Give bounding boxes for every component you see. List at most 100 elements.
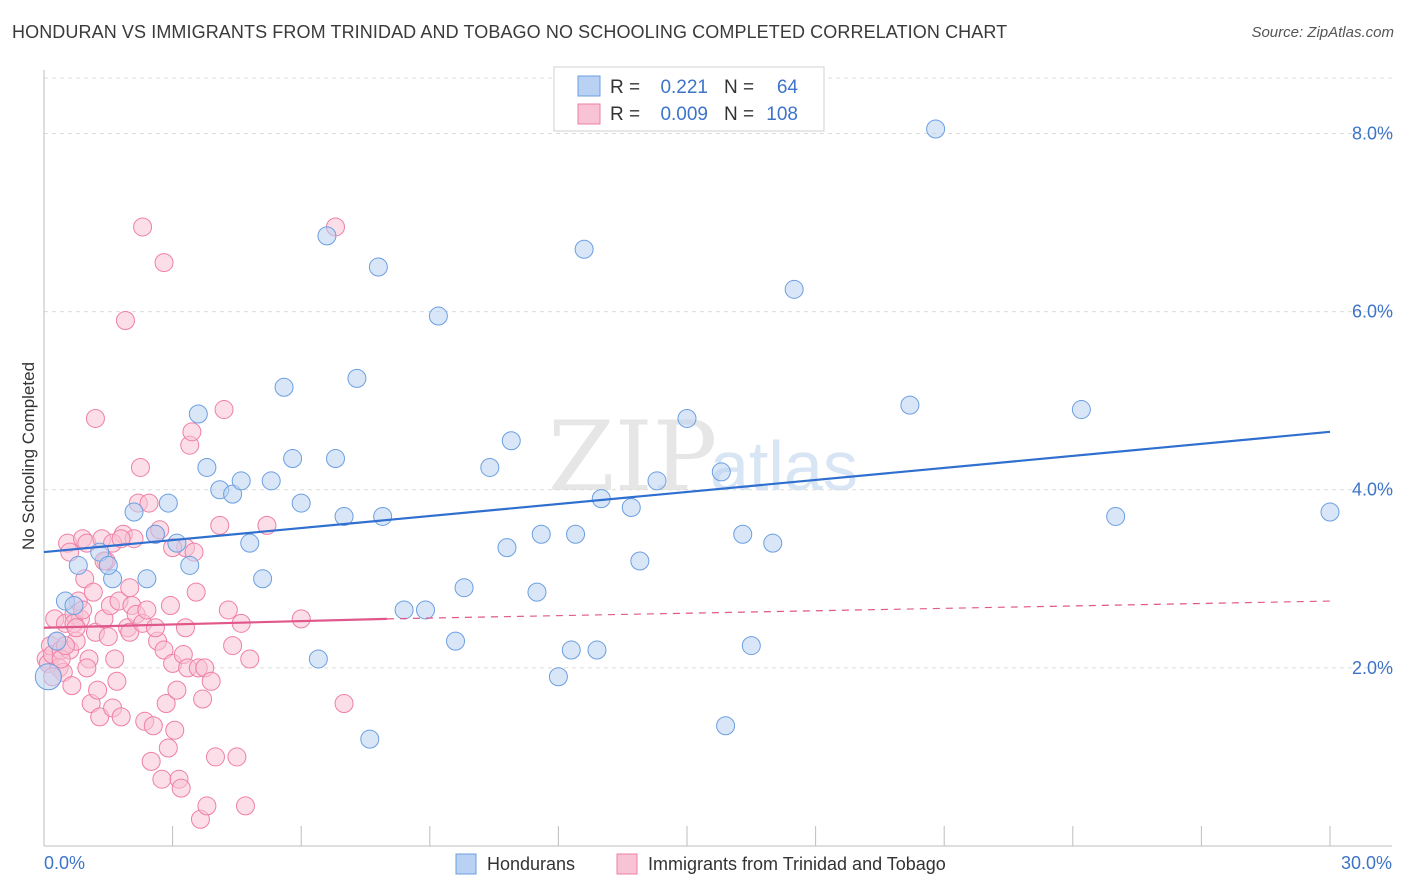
data-point — [68, 555, 88, 575]
data-point — [105, 649, 125, 669]
x-tick-marks — [43, 826, 1331, 846]
legend-swatch-trinidad — [577, 103, 601, 125]
data-point — [83, 582, 103, 602]
data-point — [630, 551, 650, 571]
bottom-legend-swatch-hondurans — [455, 853, 477, 875]
series-trinidad-points — [36, 217, 354, 829]
data-point — [156, 693, 176, 713]
data-point — [574, 239, 594, 259]
data-point — [223, 484, 243, 504]
chart-title: HONDURAN VS IMMIGRANTS FROM TRINIDAD AND… — [12, 22, 1008, 42]
data-point — [154, 640, 174, 660]
legend-n-label-1: N = — [724, 77, 754, 98]
data-point — [231, 471, 251, 491]
data-point — [62, 676, 82, 696]
data-point — [240, 533, 260, 553]
data-point — [501, 431, 521, 451]
series-hondurans-points — [34, 119, 1340, 749]
data-point — [394, 600, 414, 620]
data-point — [373, 506, 393, 526]
data-point — [566, 524, 586, 544]
data-point — [784, 279, 804, 299]
data-point — [763, 533, 783, 553]
data-point — [186, 582, 206, 602]
data-point — [214, 400, 234, 420]
trend-line-trinidad-extension — [386, 600, 1331, 620]
data-point — [115, 310, 135, 330]
data-point — [180, 555, 200, 575]
data-point — [1106, 506, 1126, 526]
data-point — [143, 716, 163, 736]
x-tick-label-max: 30.0% — [1341, 853, 1392, 873]
data-point — [201, 671, 221, 691]
data-point — [60, 542, 80, 562]
series-legend: Hondurans Immigrants from Trinidad and T… — [455, 853, 946, 875]
data-point — [182, 422, 202, 442]
data-point — [741, 636, 761, 656]
data-point — [416, 600, 436, 620]
data-point — [137, 569, 157, 589]
data-point — [317, 226, 337, 246]
data-point — [235, 796, 255, 816]
data-point — [446, 631, 466, 651]
data-point — [347, 368, 367, 388]
data-point — [47, 631, 67, 651]
bottom-legend-swatch-trinidad — [616, 853, 638, 875]
data-point — [137, 600, 157, 620]
data-point — [308, 649, 328, 669]
data-point — [98, 555, 118, 575]
data-point — [527, 582, 547, 602]
data-point — [188, 404, 208, 424]
data-point — [77, 658, 97, 678]
source-label: Source: ZipAtlas.com — [1251, 24, 1394, 41]
data-point — [711, 462, 731, 482]
data-point — [368, 257, 388, 277]
data-point — [158, 738, 178, 758]
bottom-legend-label-hondurans: Hondurans — [487, 854, 575, 874]
legend-swatch-hondurans — [577, 75, 601, 97]
data-point — [428, 306, 448, 326]
data-point — [210, 515, 230, 535]
data-point — [107, 671, 127, 691]
data-point — [152, 769, 172, 789]
data-point — [223, 636, 243, 656]
trend-line-trinidad — [43, 617, 387, 629]
y-tick-label: 4.0% — [1352, 480, 1393, 500]
data-point — [165, 720, 185, 740]
data-point — [240, 649, 260, 669]
data-point — [154, 253, 174, 273]
legend-r-label-2: R = — [610, 104, 640, 125]
data-point — [34, 663, 62, 691]
data-point — [261, 471, 281, 491]
data-point — [733, 524, 753, 544]
data-point — [167, 533, 187, 553]
trend-lines — [43, 430, 1331, 629]
data-point — [621, 498, 641, 518]
legend-n-value-1: 64 — [777, 77, 799, 98]
y-tick-label: 8.0% — [1352, 123, 1393, 143]
data-point — [334, 693, 354, 713]
data-point — [360, 729, 380, 749]
data-point — [677, 408, 697, 428]
data-point — [197, 457, 217, 477]
data-point — [141, 751, 161, 771]
y-tick-label: 6.0% — [1352, 302, 1393, 322]
bottom-legend-label-trinidad: Immigrants from Trinidad and Tobago — [648, 854, 946, 874]
data-point — [133, 217, 153, 237]
data-point — [561, 640, 581, 660]
correlation-legend: R = 0.221 N = 64 R = 0.009 N = 108 — [553, 66, 825, 132]
data-point — [291, 493, 311, 513]
data-point — [197, 796, 217, 816]
data-point — [111, 529, 131, 549]
data-point — [548, 667, 568, 687]
data-point — [497, 538, 517, 558]
y-tick-label: 2.0% — [1352, 658, 1393, 678]
data-point — [716, 716, 736, 736]
data-point — [145, 618, 165, 638]
data-point — [120, 578, 140, 598]
legend-n-label-2: N = — [724, 104, 754, 125]
data-point — [218, 600, 238, 620]
data-point — [130, 457, 150, 477]
data-point — [253, 569, 273, 589]
